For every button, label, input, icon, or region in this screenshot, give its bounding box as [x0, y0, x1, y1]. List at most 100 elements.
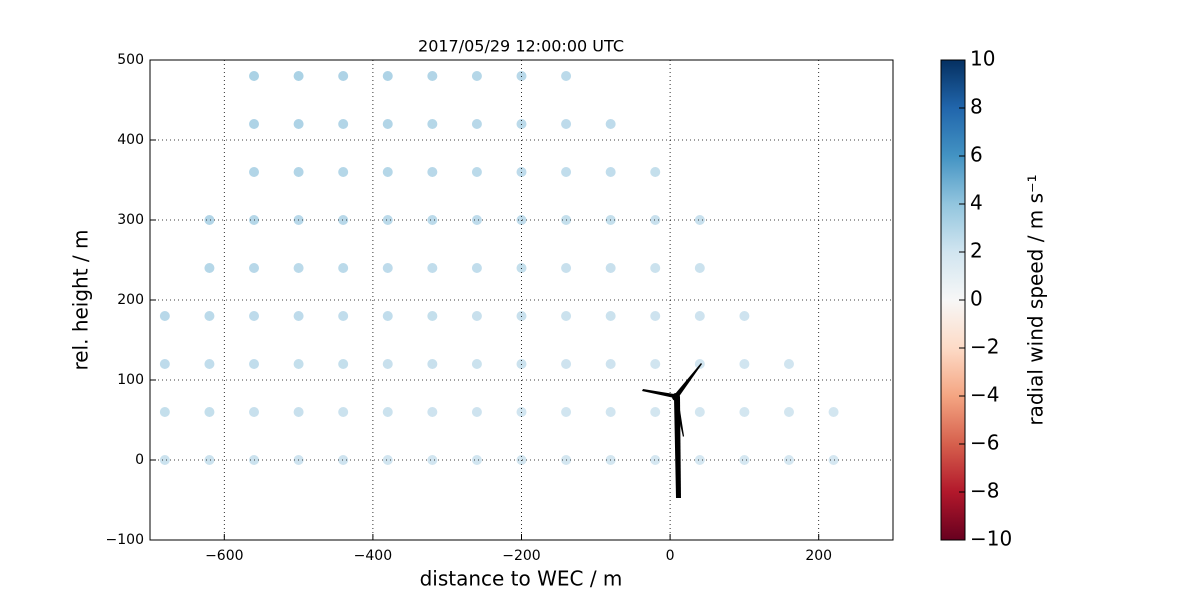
scatter-point — [694, 215, 705, 225]
scatter-point — [382, 359, 393, 369]
colorbar-tick-label: −6 — [970, 431, 999, 455]
scatter-point — [159, 407, 170, 417]
x-tick-label: −400 — [354, 548, 392, 564]
y-tick-label: 400 — [117, 132, 144, 148]
scatter-point — [471, 407, 482, 417]
scatter-points — [159, 71, 839, 465]
y-tick-label: 200 — [117, 292, 144, 308]
x-tick-label: −200 — [502, 548, 540, 564]
scatter-point — [427, 215, 438, 225]
colorbar-tick-label: 4 — [970, 191, 983, 215]
scatter-point — [249, 71, 260, 81]
colorbar-tick-label: 2 — [970, 239, 983, 263]
scatter-point — [293, 71, 304, 81]
scatter-point — [204, 455, 215, 465]
colorbar-tick-label: 10 — [970, 47, 995, 71]
scatter-point — [338, 359, 349, 369]
grid — [150, 59, 893, 541]
scatter-point — [427, 263, 438, 273]
scatter-point — [204, 407, 215, 417]
scatter-point — [427, 119, 438, 129]
scatter-point — [471, 359, 482, 369]
scatter-point — [293, 119, 304, 129]
colorbar-tick-label: 6 — [970, 143, 983, 167]
scatter-point — [739, 455, 750, 465]
scatter-point — [382, 71, 393, 81]
y-tick-label: 100 — [117, 372, 144, 388]
y-tick-label: 500 — [117, 52, 144, 68]
x-tick-label: −600 — [205, 548, 243, 564]
scatter-point — [249, 119, 260, 129]
scatter-point — [605, 407, 616, 417]
scatter-point — [159, 455, 170, 465]
y-tick-label: 0 — [135, 452, 144, 468]
scatter-point — [427, 455, 438, 465]
scatter-point — [783, 407, 794, 417]
scatter-point — [605, 119, 616, 129]
scatter-point — [204, 215, 215, 225]
scatter-point — [382, 167, 393, 177]
scatter-point — [650, 215, 661, 225]
scatter-point — [694, 263, 705, 273]
scatter-point — [382, 407, 393, 417]
scatter-point — [783, 359, 794, 369]
scatter-point — [338, 167, 349, 177]
scatter-point — [694, 311, 705, 321]
scatter-point — [739, 407, 750, 417]
scatter-point — [694, 359, 705, 369]
scatter-point — [783, 455, 794, 465]
scatter-point — [382, 215, 393, 225]
scatter-point — [561, 359, 572, 369]
colorbar-tick-label: −10 — [970, 527, 1012, 551]
scatter-point — [694, 455, 705, 465]
colorbar-tick-label: 0 — [970, 287, 983, 311]
colorbar-tick-label: −4 — [970, 383, 999, 407]
scatter-point — [650, 263, 661, 273]
scatter-point — [249, 311, 260, 321]
y-axis-label: rel. height / m — [69, 229, 93, 370]
scatter-point — [605, 359, 616, 369]
scatter-point — [471, 263, 482, 273]
scatter-point — [249, 359, 260, 369]
scatter-point — [471, 311, 482, 321]
scatter-point — [561, 311, 572, 321]
scatter-point — [561, 263, 572, 273]
scatter-point — [159, 359, 170, 369]
scatter-point — [159, 311, 170, 321]
scatter-point — [382, 311, 393, 321]
scatter-point — [739, 311, 750, 321]
scatter-point — [471, 455, 482, 465]
scatter-point — [382, 263, 393, 273]
colorbar-tick-label: −2 — [970, 335, 999, 359]
scatter-point — [293, 167, 304, 177]
scatter-point — [338, 119, 349, 129]
colorbar-label: radial wind speed / m s⁻¹ — [1024, 174, 1048, 425]
scatter-point — [561, 71, 572, 81]
scatter-point — [204, 311, 215, 321]
scatter-point — [605, 167, 616, 177]
scatter-point — [249, 263, 260, 273]
scatter-point — [427, 167, 438, 177]
scatter-point — [650, 311, 661, 321]
scatter-point — [293, 359, 304, 369]
scatter-point — [694, 407, 705, 417]
colorbar-tick-label: −8 — [970, 479, 999, 503]
scatter-point — [650, 167, 661, 177]
scatter-point — [427, 311, 438, 321]
scatter-point — [650, 359, 661, 369]
scatter-point — [605, 263, 616, 273]
scatter-point — [605, 311, 616, 321]
scatter-point — [338, 455, 349, 465]
scatter-point — [650, 407, 661, 417]
scatter-point — [650, 455, 661, 465]
scatter-point — [249, 407, 260, 417]
scatter-point — [338, 263, 349, 273]
scatter-point — [828, 455, 839, 465]
scatter-point — [561, 119, 572, 129]
scatter-point — [338, 215, 349, 225]
scatter-point — [204, 359, 215, 369]
scatter-point — [471, 119, 482, 129]
scatter-point — [739, 359, 750, 369]
scatter-point — [293, 311, 304, 321]
